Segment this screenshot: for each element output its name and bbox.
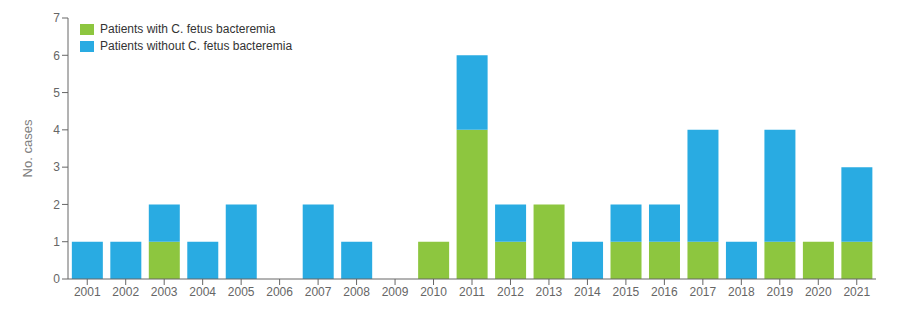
svg-text:5: 5 xyxy=(53,86,60,100)
svg-text:2011: 2011 xyxy=(459,285,485,299)
svg-text:No. cases: No. cases xyxy=(20,119,35,177)
svg-text:6: 6 xyxy=(53,49,60,63)
svg-text:2: 2 xyxy=(53,198,60,212)
html-text:Patients with C. fetus bactere: Patients with C. fetus bacteremia xyxy=(100,22,276,36)
svg-text:4: 4 xyxy=(53,123,60,137)
svg-text:2009: 2009 xyxy=(382,285,409,299)
svg-text:2017: 2017 xyxy=(690,285,717,299)
svg-text:2019: 2019 xyxy=(766,285,793,299)
svg-text:2014: 2014 xyxy=(574,285,601,299)
svg-text:7: 7 xyxy=(53,11,60,25)
svg-text:2008: 2008 xyxy=(343,285,370,299)
svg-text:0: 0 xyxy=(53,272,60,286)
svg-text:2010: 2010 xyxy=(420,285,447,299)
svg-text:2004: 2004 xyxy=(189,285,216,299)
html-text:Patients without C. fetus bact: Patients without C. fetus bacteremia xyxy=(100,39,293,53)
svg-text:2007: 2007 xyxy=(305,285,332,299)
svg-text:2013: 2013 xyxy=(536,285,563,299)
svg-text:2015: 2015 xyxy=(613,285,640,299)
svg-text:2016: 2016 xyxy=(651,285,678,299)
svg-text:2006: 2006 xyxy=(266,285,293,299)
svg-text:2001: 2001 xyxy=(74,285,101,299)
svg-text:3: 3 xyxy=(53,160,60,174)
svg-text:1: 1 xyxy=(53,235,60,249)
svg-text:2021: 2021 xyxy=(843,285,870,299)
svg-text:2020: 2020 xyxy=(805,285,832,299)
svg-text:2002: 2002 xyxy=(112,285,139,299)
svg-text:2003: 2003 xyxy=(151,285,178,299)
svg-text:2005: 2005 xyxy=(228,285,255,299)
svg-text:2012: 2012 xyxy=(497,285,524,299)
svg-text:2018: 2018 xyxy=(728,285,755,299)
